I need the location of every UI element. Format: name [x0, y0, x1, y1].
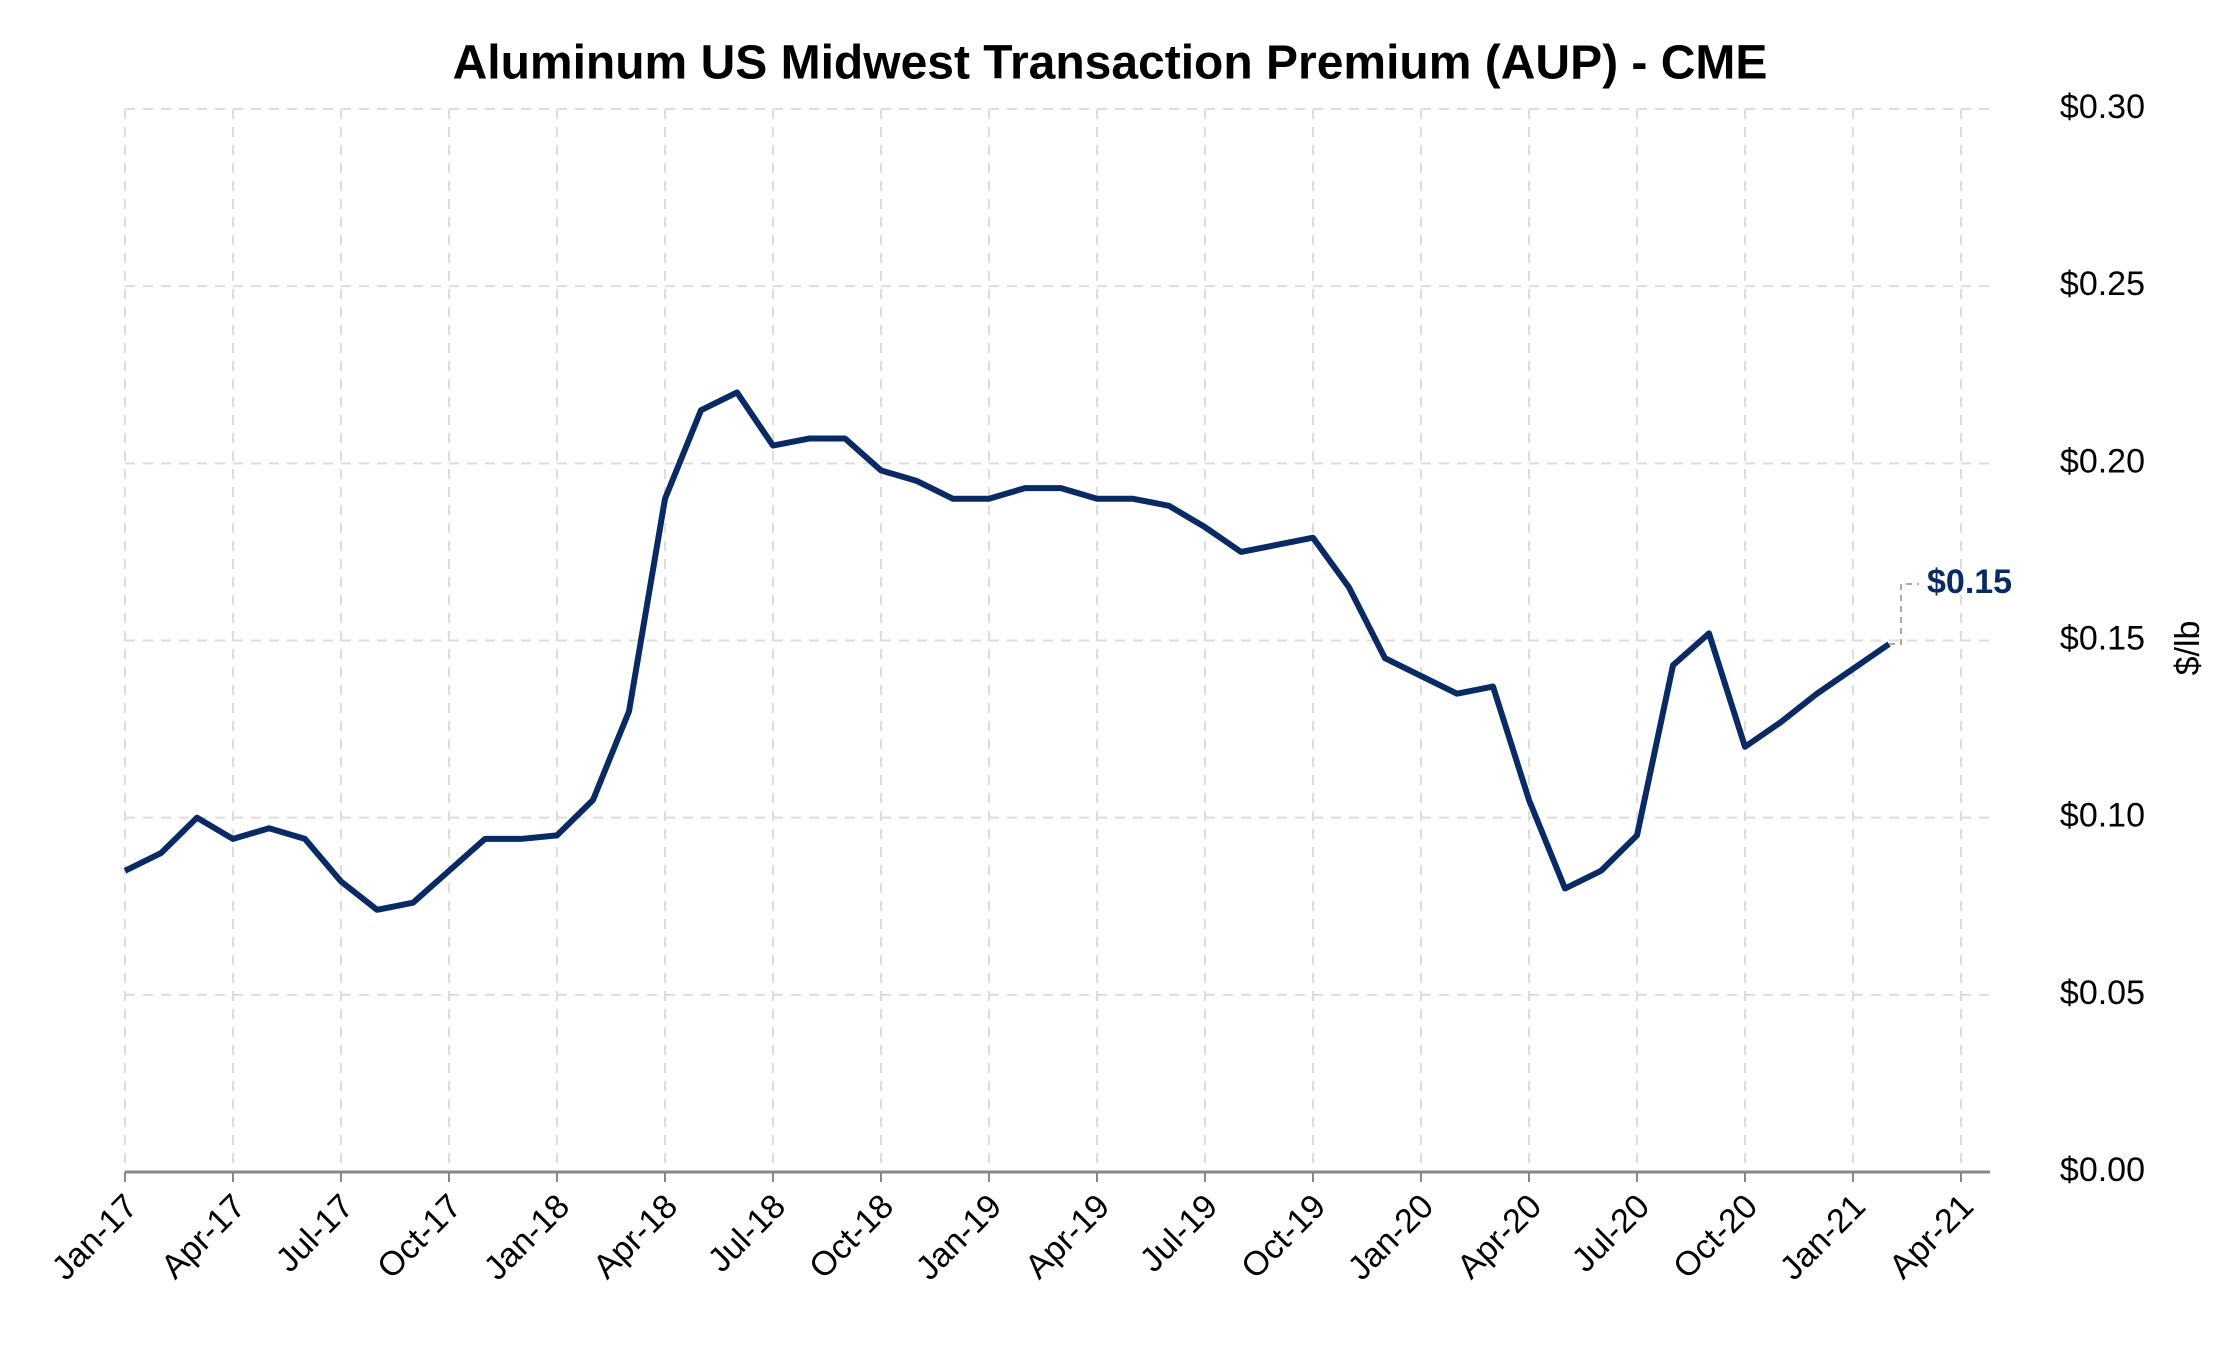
leader-line	[1889, 583, 1919, 646]
x-tick-label: Oct-20	[1666, 1187, 1765, 1286]
x-tick-label: Jan-18	[477, 1187, 577, 1287]
x-tick-label: Apr-18	[586, 1187, 685, 1286]
x-tick-label: Oct-18	[802, 1187, 901, 1286]
line-series	[123, 389, 1891, 913]
x-tick-label: Jul-19	[1133, 1187, 1225, 1279]
y-tick-label: $0.25	[2060, 265, 2145, 303]
x-tick-label: Jan-21	[1773, 1187, 1873, 1287]
x-tick-label: Oct-19	[1234, 1187, 1333, 1286]
x-tick-label: Apr-20	[1450, 1187, 1549, 1286]
y-tick-label: $0.30	[2060, 88, 2145, 126]
x-tick-label: Jan-20	[1341, 1187, 1441, 1287]
x-tick-label: Jan-19	[909, 1187, 1009, 1287]
x-tick-label: Oct-17	[370, 1187, 469, 1286]
x-tick-label: Apr-17	[154, 1187, 253, 1286]
y-tick-label: $0.20	[2060, 442, 2145, 480]
x-tick-label: Jul-18	[701, 1187, 793, 1279]
x-tick-label: Jan-17	[45, 1187, 145, 1287]
y-tick-label: $0.15	[2060, 619, 2145, 657]
x-tick-label: Jul-17	[269, 1187, 361, 1279]
x-tick-label: Apr-21	[1882, 1187, 1981, 1286]
last-value-label: $0.15	[1927, 563, 2012, 601]
x-tick-label: Apr-19	[1018, 1187, 1117, 1286]
y-axis-label: $/lb	[2169, 621, 2207, 676]
y-tick-label: $0.00	[2060, 1151, 2145, 1189]
y-tick-label: $0.10	[2060, 797, 2145, 835]
chart-title: Aluminum US Midwest Transaction Premium …	[453, 37, 1768, 90]
y-tick-label: $0.05	[2060, 974, 2145, 1012]
x-tick-label: Jul-20	[1565, 1187, 1657, 1279]
